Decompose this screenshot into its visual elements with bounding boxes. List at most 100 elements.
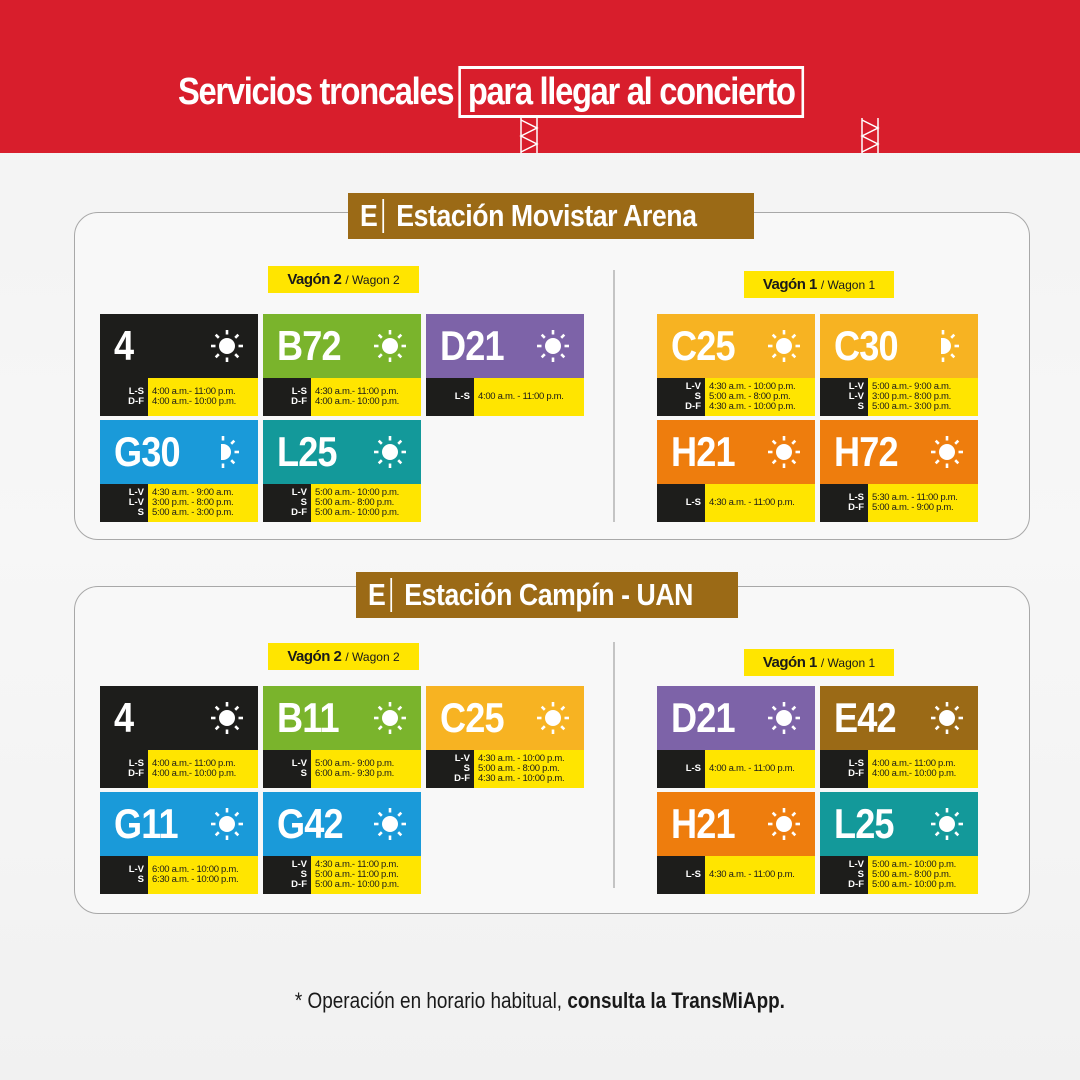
route-code: B11 [277, 694, 340, 741]
header-banner: Servicios troncales para llegar al conci… [0, 0, 1080, 153]
route-card-l25[interactable]: L25 L-V S D-F 5:00 a.m.- 10:00 p.m. 5:00 a.m… [263, 420, 421, 522]
sun-icon [373, 701, 407, 735]
route-code: G11 [114, 800, 179, 847]
footer-note-regular: * Operación en horario habitual, [294, 988, 563, 1013]
wagon-label-es: Vagón 2 [287, 648, 342, 665]
days-column: L-S [426, 378, 474, 416]
wagon-1-label: Vagón 1 / Wagon 1 [744, 271, 894, 298]
sun-icon [210, 329, 244, 363]
days-column: L-S D-F [263, 378, 311, 416]
title-separator [390, 578, 393, 612]
sun-icon [767, 435, 801, 469]
times-column: 4:30 a.m. - 11:00 p.m. [705, 484, 815, 522]
days-column: L-S D-F [820, 484, 868, 522]
route-card-g11[interactable]: G11 L-V S 6:00 a.m. - 10:00 p.m. 6:30 a.m. … [100, 792, 258, 894]
times-column: 4:00 a.m. - 11:00 p.m. [474, 378, 584, 416]
station-name: Estación Movistar Arena [396, 198, 697, 233]
days-column: L-V S D-F [263, 484, 311, 522]
route-card-c30[interactable]: C30 L-V L-V S 5:00 a.m.- 9:00 a.m. 3:00 p.m.… [820, 314, 978, 416]
days-column: L-S [657, 750, 705, 788]
days-column: L-V L-V S [820, 378, 868, 416]
wagon-divider [613, 270, 615, 522]
route-card-e42[interactable]: E42 L-S D-F 4:00 a.m.- 11:00 p.m. 4:00 a.m.… [820, 686, 978, 788]
days-column: L-V S D-F [426, 750, 474, 788]
times-column: 5:00 a.m.- 9:00 a.m. 3:00 p.m.- 8:00 p.m.… [868, 378, 978, 416]
route-card-b11[interactable]: B11 L-V S 5:00 a.m.- 9:00 p.m. 6:00 a.m.- 9… [263, 686, 421, 788]
route-card-h72[interactable]: H72 L-S D-F 5:30 a.m. - 11:00 p.m. 5:00 a.m… [820, 420, 978, 522]
route-code: H21 [671, 800, 736, 847]
days-column: L-S D-F [100, 750, 148, 788]
route-code: C30 [834, 322, 899, 369]
route-code: E42 [834, 694, 897, 741]
route-card-g42[interactable]: G42 L-V S D-F 4:30 a.m.- 11:00 p.m. 5:00 a.m… [263, 792, 421, 894]
times-column: 4:30 a.m. - 9:00 a.m. 3:00 p.m. - 8:00 p.… [148, 484, 258, 522]
sun-icon [767, 807, 801, 841]
station-name: Estación Campín - UAN [404, 577, 693, 612]
days-column: L-V S D-F [657, 378, 705, 416]
times-column: 4:30 a.m.- 11:00 p.m. 5:00 a.m.- 11:00 p.… [311, 856, 421, 894]
route-card-c25[interactable]: C25 L-V S D-F 4:30 a.m. - 10:00 p.m. 5:00 a.… [426, 686, 584, 788]
sun-icon [373, 435, 407, 469]
wagon-label-en: / Wagon 2 [345, 649, 400, 664]
wagon-2-label: Vagón 2 / Wagon 2 [268, 266, 419, 293]
sun-icon [210, 701, 244, 735]
wagon-1-label: Vagón 1 / Wagon 1 [744, 649, 894, 676]
route-code: C25 [671, 322, 736, 369]
route-code: G42 [277, 800, 344, 847]
footer-note-app-link: consulta la TransMiApp. [567, 988, 786, 1013]
sun-icon [930, 435, 964, 469]
times-column: 4:30 a.m. - 10:00 p.m. 5:00 a.m. - 8:00 p… [705, 378, 815, 416]
route-code: H21 [671, 428, 736, 475]
times-column: 4:30 a.m. - 11:00 p.m. [705, 856, 815, 894]
sign-truss-left-icon [519, 118, 539, 153]
sun-icon [767, 329, 801, 363]
route-card-4[interactable]: 4 L-S D-F 4:00 a.m.- 11:00 p.m. 4:00 a.m.- … [100, 314, 258, 416]
times-column: 6:00 a.m. - 10:00 p.m. 6:30 a.m. - 10:00 … [148, 856, 258, 894]
days-column: L-S [657, 484, 705, 522]
route-card-d21[interactable]: D21 L-S 4:00 a.m. - 11:00 p.m. [426, 314, 584, 416]
route-card-h21[interactable]: H21 L-S 4:30 a.m. - 11:00 p.m. [657, 420, 815, 522]
footer-note: * Operación en horario habitual, consult… [0, 988, 1080, 1014]
route-card-g30[interactable]: G30 L-V L-V S 4:30 a.m. - 9:00 a.m. 3:00 p.m… [100, 420, 258, 522]
days-column: L-S D-F [100, 378, 148, 416]
times-column: 4:30 a.m.- 11:00 p.m. 4:00 a.m.- 10:00 p.… [311, 378, 421, 416]
wagon-divider [613, 642, 615, 888]
page-title: Servicios troncales para llegar al conci… [178, 64, 805, 120]
times-column: 4:00 a.m. - 11:00 p.m. [705, 750, 815, 788]
times-column: 5:30 a.m. - 11:00 p.m. 5:00 a.m. - 9:00 p… [868, 484, 978, 522]
trunk-line-letter: E [360, 198, 378, 233]
times-column: 4:00 a.m.- 11:00 p.m. 4:00 a.m.- 10:00 p.… [148, 750, 258, 788]
times-column: 5:00 a.m.- 9:00 p.m. 6:00 a.m.- 9:30 p.m. [311, 750, 421, 788]
days-column: L-V S D-F [820, 856, 868, 894]
route-card-4[interactable]: 4 L-S D-F 4:00 a.m.- 11:00 p.m. 4:00 a.m.- … [100, 686, 258, 788]
sun-icon [767, 701, 801, 735]
route-card-c25[interactable]: C25 L-V S D-F 4:30 a.m. - 10:00 p.m. 5:00 a.… [657, 314, 815, 416]
route-code: 4 [114, 322, 134, 369]
title-part-1: Servicios troncales [178, 70, 455, 113]
route-code: C25 [440, 694, 505, 741]
days-column: L-V S [100, 856, 148, 894]
sun-icon [210, 807, 244, 841]
station-title-movistar-arena: E Estación Movistar Arena [348, 193, 754, 239]
route-card-h21[interactable]: H21 L-S 4:30 a.m. - 11:00 p.m. [657, 792, 815, 894]
route-card-d21[interactable]: D21 L-S 4:00 a.m. - 11:00 p.m. [657, 686, 815, 788]
days-column: L-S D-F [820, 750, 868, 788]
times-column: 5:00 a.m.- 10:00 p.m. 5:00 a.m.- 8:00 p.m… [311, 484, 421, 522]
route-card-b72[interactable]: B72 L-S D-F 4:30 a.m.- 11:00 p.m. 4:00 a.m.… [263, 314, 421, 416]
days-column: L-V S D-F [263, 856, 311, 894]
sun-icon [930, 701, 964, 735]
wagon-label-es: Vagón 2 [287, 271, 342, 288]
sign-truss-right-icon [860, 118, 880, 153]
sun-icon [373, 329, 407, 363]
days-column: L-V S [263, 750, 311, 788]
sun-icon [930, 807, 964, 841]
times-column: 4:00 a.m.- 11:00 p.m. 4:00 a.m.- 10:00 p.… [868, 750, 978, 788]
days-column: L-V L-V S [100, 484, 148, 522]
route-card-l25[interactable]: L25 L-V S D-F 5:00 a.m.- 10:00 p.m. 5:00 a.m… [820, 792, 978, 894]
route-code: D21 [440, 322, 505, 369]
wagon-label-en: / Wagon 1 [820, 655, 876, 670]
route-code: D21 [671, 694, 736, 741]
title-separator [382, 199, 385, 233]
route-code: 4 [114, 694, 134, 741]
route-code: H72 [834, 428, 899, 475]
